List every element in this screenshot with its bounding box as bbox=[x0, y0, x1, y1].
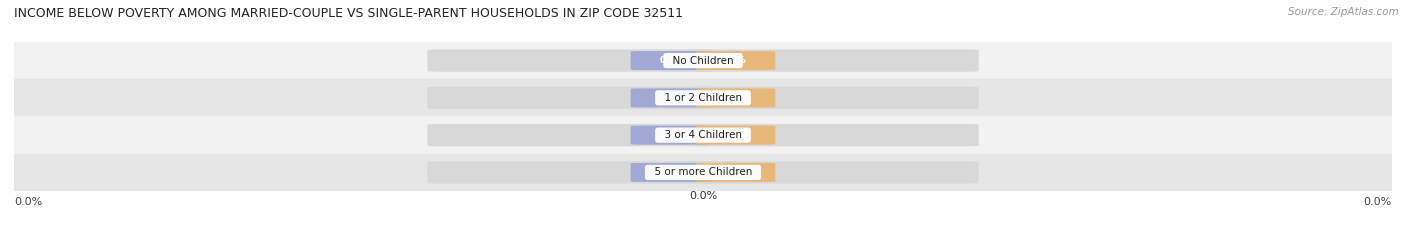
Bar bbox=[14, 116, 1392, 154]
Text: 0.0%: 0.0% bbox=[721, 93, 747, 102]
FancyBboxPatch shape bbox=[696, 163, 775, 182]
FancyBboxPatch shape bbox=[689, 124, 979, 146]
Text: 0.0%: 0.0% bbox=[659, 93, 685, 102]
Text: 1 or 2 Children: 1 or 2 Children bbox=[658, 93, 748, 103]
Text: 0.0%: 0.0% bbox=[689, 191, 717, 201]
FancyBboxPatch shape bbox=[427, 49, 717, 72]
FancyBboxPatch shape bbox=[696, 126, 775, 145]
FancyBboxPatch shape bbox=[427, 161, 717, 184]
FancyBboxPatch shape bbox=[631, 88, 710, 107]
Text: 3 or 4 Children: 3 or 4 Children bbox=[658, 130, 748, 140]
FancyBboxPatch shape bbox=[696, 88, 775, 107]
Text: INCOME BELOW POVERTY AMONG MARRIED-COUPLE VS SINGLE-PARENT HOUSEHOLDS IN ZIP COD: INCOME BELOW POVERTY AMONG MARRIED-COUPL… bbox=[14, 7, 683, 20]
Text: Source: ZipAtlas.com: Source: ZipAtlas.com bbox=[1288, 7, 1399, 17]
Bar bbox=[14, 79, 1392, 116]
FancyBboxPatch shape bbox=[631, 51, 710, 70]
Text: 0.0%: 0.0% bbox=[721, 168, 747, 177]
Text: 0.0%: 0.0% bbox=[659, 168, 685, 177]
FancyBboxPatch shape bbox=[689, 161, 979, 184]
Text: 5 or more Children: 5 or more Children bbox=[648, 168, 758, 177]
Text: 0.0%: 0.0% bbox=[659, 131, 685, 140]
Bar bbox=[14, 154, 1392, 191]
FancyBboxPatch shape bbox=[696, 51, 775, 70]
Text: 0.0%: 0.0% bbox=[659, 56, 685, 65]
Bar bbox=[14, 42, 1392, 79]
FancyBboxPatch shape bbox=[427, 87, 717, 109]
Text: 0.0%: 0.0% bbox=[721, 56, 747, 65]
FancyBboxPatch shape bbox=[631, 163, 710, 182]
Text: 0.0%: 0.0% bbox=[1364, 197, 1392, 207]
FancyBboxPatch shape bbox=[689, 49, 979, 72]
Text: 0.0%: 0.0% bbox=[14, 197, 42, 207]
Text: 0.0%: 0.0% bbox=[721, 131, 747, 140]
FancyBboxPatch shape bbox=[631, 126, 710, 145]
FancyBboxPatch shape bbox=[427, 124, 717, 146]
Text: No Children: No Children bbox=[666, 56, 740, 65]
FancyBboxPatch shape bbox=[689, 87, 979, 109]
